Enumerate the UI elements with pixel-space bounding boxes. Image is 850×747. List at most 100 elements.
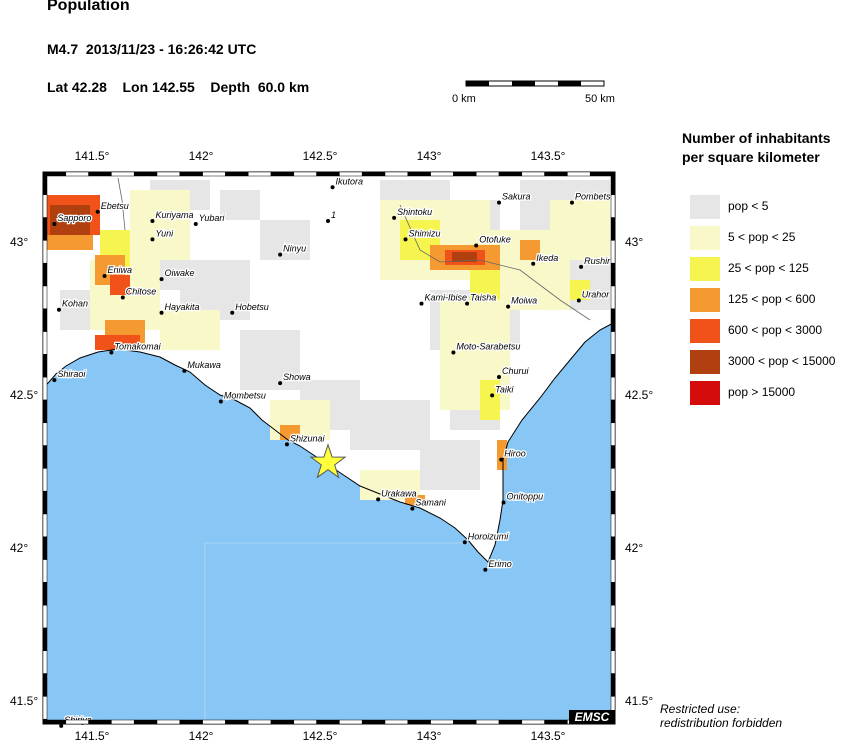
- place-label: Shintoku: [397, 207, 432, 217]
- legend-swatch: [690, 257, 720, 281]
- frame-band: [293, 719, 317, 725]
- place-label: Mombetsu: [224, 391, 266, 401]
- place-marker: [52, 378, 57, 383]
- frame-band: [521, 719, 545, 725]
- place-label: Urakawa: [381, 488, 417, 498]
- page-title: Population: [47, 0, 130, 14]
- legend-label: 3000 < pop < 15000: [728, 354, 836, 368]
- legend-swatch: [690, 226, 720, 250]
- frame-band: [88, 719, 112, 725]
- grid-artifact: [204, 542, 470, 724]
- frame-band: [610, 445, 616, 469]
- place-marker: [499, 457, 504, 462]
- river: [399, 204, 591, 321]
- frame-band: [65, 171, 89, 177]
- place-label: Churui: [502, 366, 530, 376]
- legend-title: Number of inhabitants per square kilomet…: [682, 129, 831, 167]
- place-marker: [410, 506, 415, 511]
- frame-band: [610, 171, 616, 196]
- event-info: M4.7 2013/11/23 - 16:26:42 UTC: [47, 41, 257, 57]
- place-marker: [483, 567, 488, 572]
- frame-band: [42, 490, 48, 515]
- place-label: Eniwa: [108, 265, 133, 275]
- place-label: Urahor: [582, 290, 611, 300]
- place-label: Rushir: [584, 256, 611, 266]
- right-tick-label: 41.5°: [625, 694, 654, 709]
- frame-band: [610, 194, 616, 218]
- place-label: Sakura: [502, 192, 531, 202]
- frame-band: [133, 171, 158, 177]
- place-marker: [59, 723, 64, 728]
- frame-band: [610, 490, 616, 515]
- legend-swatch: [690, 381, 720, 405]
- frame-band: [610, 513, 616, 538]
- frame-band: [521, 171, 545, 177]
- place-marker: [218, 399, 223, 404]
- place-label: Erimo: [488, 559, 512, 569]
- legend-label: pop > 15000: [728, 385, 796, 399]
- left-tick-label: 41.5°: [10, 694, 39, 709]
- place-marker: [159, 310, 164, 315]
- place-label: Shiraoi: [57, 369, 86, 379]
- bottom-tick-label: 143°: [416, 729, 442, 743]
- frame-band: [42, 240, 48, 264]
- frame-band: [610, 354, 616, 378]
- place-label: Oiwake: [165, 268, 195, 278]
- frame-band: [42, 171, 48, 196]
- place-label: Moto-Sarabetsu: [456, 342, 520, 352]
- frame-band: [610, 262, 616, 287]
- frame-band: [225, 171, 249, 177]
- frame-band: [610, 422, 616, 446]
- place-marker: [579, 264, 584, 269]
- legend-swatch: [690, 319, 720, 343]
- place-marker: [278, 381, 283, 386]
- frame-band: [270, 171, 295, 177]
- frame-band: [339, 171, 363, 177]
- epicenter-star-icon[interactable]: [309, 443, 347, 479]
- frame-band: [88, 171, 112, 177]
- place-marker: [95, 209, 100, 214]
- frame-ticks: [42, 171, 616, 725]
- place-label: Yubari: [199, 213, 226, 223]
- place-marker: [490, 393, 495, 398]
- frame-band: [42, 673, 48, 697]
- place-marker: [182, 368, 187, 373]
- place-marker: [56, 307, 61, 312]
- place-label: Tomakomai: [114, 342, 161, 352]
- place-label: Showa: [283, 372, 311, 382]
- left-tick-label: 42.5°: [10, 388, 39, 403]
- top-tick-label: 142°: [188, 149, 214, 163]
- place-marker: [531, 261, 536, 266]
- place-marker: [278, 252, 283, 257]
- frame-band: [361, 171, 386, 177]
- event-location: Lat 42.28 Lon 142.55 Depth 60.0 km: [47, 79, 310, 95]
- frame-band: [610, 376, 616, 401]
- legend-label: pop < 5: [728, 199, 769, 213]
- place-label: Ikutora: [336, 176, 364, 186]
- bottom-tick-label: 141.5°: [74, 729, 110, 743]
- place-label: Shizunai: [290, 433, 326, 443]
- frame-band: [453, 719, 477, 725]
- place-label: Moiwa: [511, 296, 537, 306]
- place-marker: [497, 375, 501, 380]
- place-label: Kohan: [62, 299, 88, 309]
- place-label: Mukawa: [187, 360, 221, 370]
- place-marker: [230, 310, 235, 315]
- place-marker: [462, 540, 467, 545]
- place-label: Kuriyama: [155, 210, 193, 220]
- place-label: Otofuke: [479, 234, 511, 244]
- frame-band: [316, 171, 340, 177]
- frame-band: [498, 719, 523, 725]
- place-marker: [419, 301, 424, 306]
- frame-band: [339, 719, 363, 725]
- frame-band: [567, 171, 591, 177]
- frame-band: [610, 559, 616, 583]
- place-marker: [576, 298, 581, 303]
- frame-band: [407, 719, 431, 725]
- place-label: Ebetsu: [101, 201, 129, 211]
- frame-band: [42, 331, 48, 355]
- frame-band: [316, 719, 340, 725]
- frame-band: [42, 696, 48, 720]
- frame-band: [133, 719, 158, 725]
